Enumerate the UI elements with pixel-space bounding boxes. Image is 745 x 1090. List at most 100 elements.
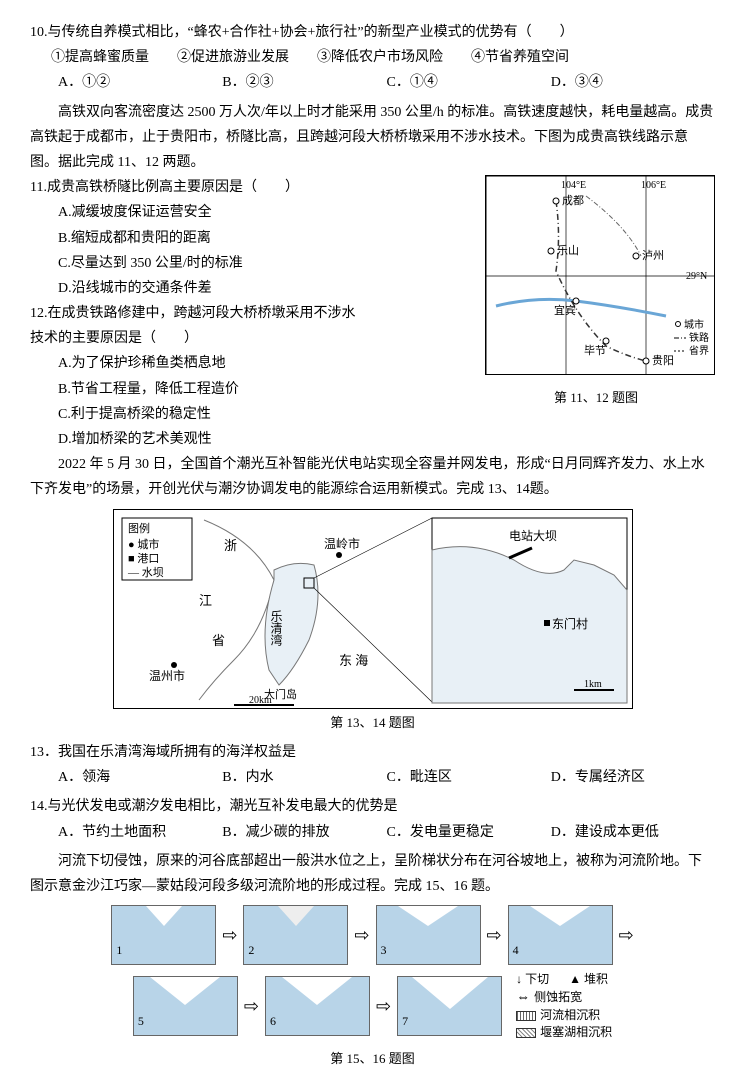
label-zhe: 浙 [224, 538, 237, 553]
wenling: 温岭市 [324, 536, 360, 551]
legend-rail: 铁路 [689, 331, 709, 344]
map-11-12-wrapper: 104°E 106°E 29°N 成都 乐山 宜宾 泸州 毕节 贵阳 城市 铁路… [477, 175, 715, 410]
q11-12-text: 11.成贵高铁桥隧比例高主要原因是（ ） A.减缓坡度保证运营安全 B.缩短成都… [30, 175, 477, 452]
legend-border: 省界 [689, 344, 709, 357]
terrace-num-4: 4 [513, 940, 519, 962]
q11-opt-c: C.尽量达到 350 公里/时的标准 [30, 251, 477, 276]
q10-subopts: ①提高蜂蜜质量 ②促进旅游业发展 ③降低农户市场风险 ④节省养殖空间 [30, 45, 715, 70]
terrace-diagrams: 1 ⇨ 2 ⇨ 3 ⇨ 4 ⇨ 5 ⇨ 6 ⇨ 7 [30, 905, 715, 1070]
map-13-14-caption: 第 13、14 题图 [330, 711, 415, 734]
q10-opt-a: A．①② [58, 70, 222, 95]
q12-stem2: 技术的主要原因是（ ） [30, 326, 477, 351]
arrow-icon: ⇨ [619, 919, 634, 951]
q12-opt-d: D.增加桥梁的艺术美观性 [30, 427, 477, 452]
q14-a: A．节约土地面积 [58, 820, 222, 845]
terrace-num-3: 3 [381, 940, 387, 962]
q11-opt-b: B.缩短成都和贵阳的距离 [30, 226, 477, 251]
q13-options: A．领海 B．内水 C．毗连区 D．专属经济区 [30, 765, 715, 790]
q10-options: A．①② B．②③ C．①④ D．③④ [30, 70, 715, 95]
legend-port: ■ 港口 [128, 552, 159, 565]
context-15-16: 河流下切侵蚀，原来的河谷底部超出一般洪水位之上，呈阶梯状分布在河谷坡地上，被称为… [30, 849, 715, 899]
terrace-num-1: 1 [116, 940, 122, 962]
legend-river: 河流相沉积 [540, 1007, 600, 1024]
q12-stem: 12.在成贵铁路修建中，跨越河段大桥桥墩采用不涉水 [30, 301, 477, 326]
scale-1km: 1km [584, 679, 602, 690]
q11-stem: 11.成贵高铁桥隧比例高主要原因是（ ） [30, 175, 477, 200]
legend-lake: 堰塞湖相沉积 [540, 1024, 612, 1041]
terrace-num-2: 2 [248, 940, 254, 962]
wenzhou: 温州市 [149, 668, 185, 683]
map-13-14-wrapper: 图例 ● 城市 ■ 港口 — 水坝 浙 江 省 温州市 温岭市 乐清湾 东 海 … [30, 509, 715, 734]
q14-b: B．减少碳的排放 [222, 820, 386, 845]
terrace-2: 2 [243, 905, 348, 965]
q10-stem: 10.与传统自养模式相比，“蜂农+合作社+协会+旅行社”的新型产业模式的优势有（… [30, 20, 715, 45]
terrace-6: 6 [265, 976, 370, 1036]
question-13: 13．我国在乐清湾海域所拥有的海洋权益是 A．领海 B．内水 C．毗连区 D．专… [30, 740, 715, 790]
terrace-num-7: 7 [402, 1011, 408, 1033]
terrace-num-6: 6 [270, 1011, 276, 1033]
city-leshan: 乐山 [557, 244, 579, 257]
lon-106: 106°E [641, 180, 666, 191]
q11-opt-d: D.沿线城市的交通条件差 [30, 276, 477, 301]
terrace-legend: ↓ 下切 ▲ 堆积 ⇔ 侧蚀拓宽 河流相沉积 堰塞湖相沉积 [516, 971, 612, 1041]
q12-opt-a: A.为了保护珍稀鱼类栖息地 [30, 351, 477, 376]
q11-12-row: 11.成贵高铁桥隧比例高主要原因是（ ） A.减缓坡度保证运营安全 B.缩短成都… [30, 175, 715, 452]
legend-down: ↓ 下切 [516, 971, 549, 988]
q10-opt-d: D．③④ [551, 70, 715, 95]
city-chengdu: 成都 [562, 194, 584, 207]
diagram-caption: 第 15、16 题图 [30, 1047, 715, 1070]
lat-29: 29°N [686, 271, 707, 282]
q13-c: C．毗连区 [387, 765, 551, 790]
city-luzhou: 泸州 [642, 249, 664, 262]
q14-stem: 14.与光伏发电或潮汐发电相比，潮光互补发电最大的优势是 [30, 794, 715, 819]
map-13-14: 图例 ● 城市 ■ 港口 — 水坝 浙 江 省 温州市 温岭市 乐清湾 东 海 … [113, 509, 633, 709]
q13-a: A．领海 [58, 765, 222, 790]
donghai: 东 海 [339, 653, 368, 668]
terrace-row-2: 5 ⇨ 6 ⇨ 7 ↓ 下切 ▲ 堆积 ⇔ 侧蚀拓宽 河流相沉积 堰塞湖相沉积 [30, 971, 715, 1041]
context-13-14: 2022 年 5 月 30 日，全国首个潮光互补智能光伏电站实现全容量并网发电，… [30, 452, 715, 502]
arrow-icon: ⇨ [222, 919, 237, 951]
question-10: 10.与传统自养模式相比，“蜂农+合作社+协会+旅行社”的新型产业模式的优势有（… [30, 20, 715, 96]
question-14: 14.与光伏发电或潮汐发电相比，潮光互补发电最大的优势是 A．节约土地面积 B．… [30, 794, 715, 844]
map-11-12: 104°E 106°E 29°N 成都 乐山 宜宾 泸州 毕节 贵阳 城市 铁路… [485, 175, 715, 375]
terrace-num-5: 5 [138, 1011, 144, 1033]
q11-opt-a: A.减缓坡度保证运营安全 [30, 200, 477, 225]
map-11-12-caption: 第 11、12 题图 [477, 386, 715, 409]
terrace-4: 4 [508, 905, 613, 965]
legend-stack: ▲ 堆积 [569, 971, 608, 988]
leqingwan: 乐清湾 [269, 609, 283, 646]
legend-title: 图例 [128, 521, 150, 535]
legend-widen: 侧蚀拓宽 [534, 989, 582, 1006]
city-biji: 毕节 [584, 344, 606, 357]
label-sheng: 省 [212, 633, 225, 648]
q14-options: A．节约土地面积 B．减少碳的排放 C．发电量更稳定 D．建设成本更低 [30, 820, 715, 845]
arrow-icon: ⇨ [354, 919, 369, 951]
q12-opt-c: C.利于提高桥梁的稳定性 [30, 402, 477, 427]
arrow-icon: ⇨ [244, 990, 259, 1022]
q12-opt-b: B.节省工程量，降低工程造价 [30, 377, 477, 402]
terrace-row-1: 1 ⇨ 2 ⇨ 3 ⇨ 4 ⇨ [30, 905, 715, 965]
legend-city: ● 城市 [128, 537, 159, 551]
legend-dam: — 水坝 [127, 565, 164, 579]
context-11-12: 高铁双向客流密度达 2500 万人次/年以上时才能采用 350 公里/h 的标准… [30, 100, 715, 176]
q13-stem: 13．我国在乐清湾海域所拥有的海洋权益是 [30, 740, 715, 765]
terrace-3: 3 [376, 905, 481, 965]
q10-opt-b: B．②③ [222, 70, 386, 95]
scale-20km: 20km [249, 695, 272, 706]
q14-c: C．发电量更稳定 [387, 820, 551, 845]
q10-opt-c: C．①④ [387, 70, 551, 95]
dianzhan: 电站大坝 [509, 529, 557, 543]
arrow-icon: ⇨ [376, 990, 391, 1022]
city-yibin: 宜宾 [554, 303, 576, 317]
terrace-5: 5 [133, 976, 238, 1036]
lon-104: 104°E [561, 180, 586, 191]
terrace-1: 1 [111, 905, 216, 965]
q13-d: D．专属经济区 [551, 765, 715, 790]
terrace-7: 7 [397, 976, 502, 1036]
dongmencun: 东门村 [552, 616, 588, 631]
label-jiang: 江 [199, 593, 212, 608]
q13-b: B．内水 [222, 765, 386, 790]
city-guiyang: 贵阳 [652, 354, 674, 367]
arrow-icon: ⇨ [487, 919, 502, 951]
q14-d: D．建设成本更低 [551, 820, 715, 845]
